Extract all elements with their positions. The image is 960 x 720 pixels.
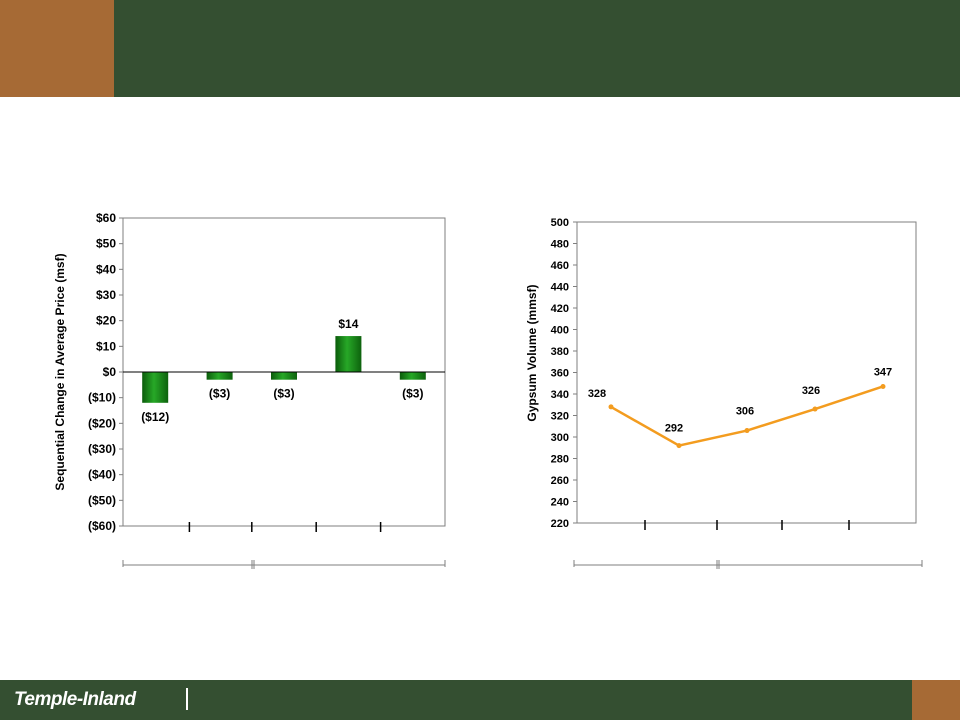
- line-y-tick-label: 380: [551, 346, 569, 358]
- bar-y-tick-label: $50: [96, 237, 116, 251]
- line-y-tick-label: 260: [551, 475, 569, 487]
- line-data-labels: 328 292 306 326 347: [588, 366, 892, 434]
- line-y-tick-label: 220: [551, 518, 569, 530]
- gypsum-volume-line-chart: 500 480 460 440 420 400 380 360 340 320 300 280 260 2…: [525, 217, 923, 569]
- bar-y-tick-label: ($60): [88, 519, 116, 533]
- line-y-tick-label: 240: [551, 497, 569, 509]
- bar-x-axis-ticks: [188, 522, 382, 532]
- line-y-tick-label: 320: [551, 411, 569, 423]
- bar-y-tick-label: $60: [96, 211, 116, 225]
- bar-y-tick-label: ($30): [88, 442, 116, 456]
- line-point: [676, 443, 682, 449]
- bar-y-axis-title: Sequential Change in Average Price (msf): [53, 253, 67, 490]
- line-data-label: 292: [665, 423, 683, 435]
- line-point: [608, 404, 614, 410]
- bar-y-tick-label: $0: [103, 365, 117, 379]
- line-y-tick-label: 400: [551, 325, 569, 337]
- bar: [206, 372, 233, 380]
- line-data-label: 326: [802, 385, 820, 397]
- line-data-label: 306: [736, 406, 754, 418]
- header-bar: [0, 0, 960, 97]
- bar-data-label: ($12): [141, 410, 169, 424]
- line-plot-area: [576, 221, 917, 524]
- price-change-bar-chart: $60 $50 $40 $30 $20 $10 $0 ($10) ($20) ($30) ($40)…: [53, 211, 446, 569]
- bar-series: [142, 336, 426, 403]
- bar-category-bracket: [122, 560, 446, 569]
- bar-data-label: ($3): [402, 387, 423, 401]
- line-y-tick-label: 460: [551, 260, 569, 272]
- line-y-tick-label: 300: [551, 432, 569, 444]
- header-accent-block: [0, 0, 114, 97]
- bar-y-tick-label: ($50): [88, 493, 116, 507]
- bar-data-label: ($3): [209, 387, 230, 401]
- bar: [399, 372, 426, 380]
- bar-y-tick-label: ($10): [88, 391, 116, 405]
- footer-accent-block: [912, 680, 960, 720]
- bar-y-tick-label: $40: [96, 262, 116, 276]
- logo-divider: [186, 688, 188, 710]
- footer-bar: [0, 680, 960, 720]
- bar-data-label: ($3): [273, 387, 294, 401]
- line-data-label: 328: [588, 388, 606, 400]
- line-y-tick-label: 340: [551, 389, 569, 401]
- line-data-label: 347: [874, 366, 892, 378]
- line-x-axis-ticks: [644, 520, 850, 530]
- temple-inland-logo: Temple-Inland: [14, 689, 136, 710]
- bar-y-axis-ticks: $60 $50 $40 $30 $20 $10 $0 ($10) ($20) ($30) ($40)…: [88, 211, 123, 533]
- line-y-tick-label: 480: [551, 239, 569, 251]
- line-point: [880, 383, 886, 389]
- line-point: [812, 406, 818, 412]
- line-category-bracket: [573, 560, 923, 569]
- bar-y-tick-label: ($20): [88, 416, 116, 430]
- line-y-axis-title: Gypsum Volume (mmsf): [525, 284, 539, 421]
- line-y-tick-label: 420: [551, 303, 569, 315]
- bar-data-label: $14: [338, 317, 358, 331]
- line-point: [744, 428, 750, 434]
- line-y-tick-label: 280: [551, 454, 569, 466]
- line-series: [608, 383, 886, 449]
- bar: [142, 372, 169, 403]
- line-y-tick-label: 440: [551, 282, 569, 294]
- bar-y-tick-label: $30: [96, 288, 116, 302]
- bar: [335, 336, 362, 372]
- line-y-tick-label: 360: [551, 368, 569, 380]
- bar: [271, 372, 297, 380]
- line-y-tick-label: 500: [551, 217, 569, 229]
- bar-data-labels: ($12) ($3) ($3) $14 ($3): [141, 317, 423, 424]
- bar-y-tick-label: $20: [96, 314, 116, 328]
- bar-y-tick-label: ($40): [88, 468, 116, 482]
- line-y-axis-ticks: 500 480 460 440 420 400 380 360 340 320 300 280 260 2…: [551, 217, 577, 530]
- bar-y-tick-label: $10: [96, 339, 116, 353]
